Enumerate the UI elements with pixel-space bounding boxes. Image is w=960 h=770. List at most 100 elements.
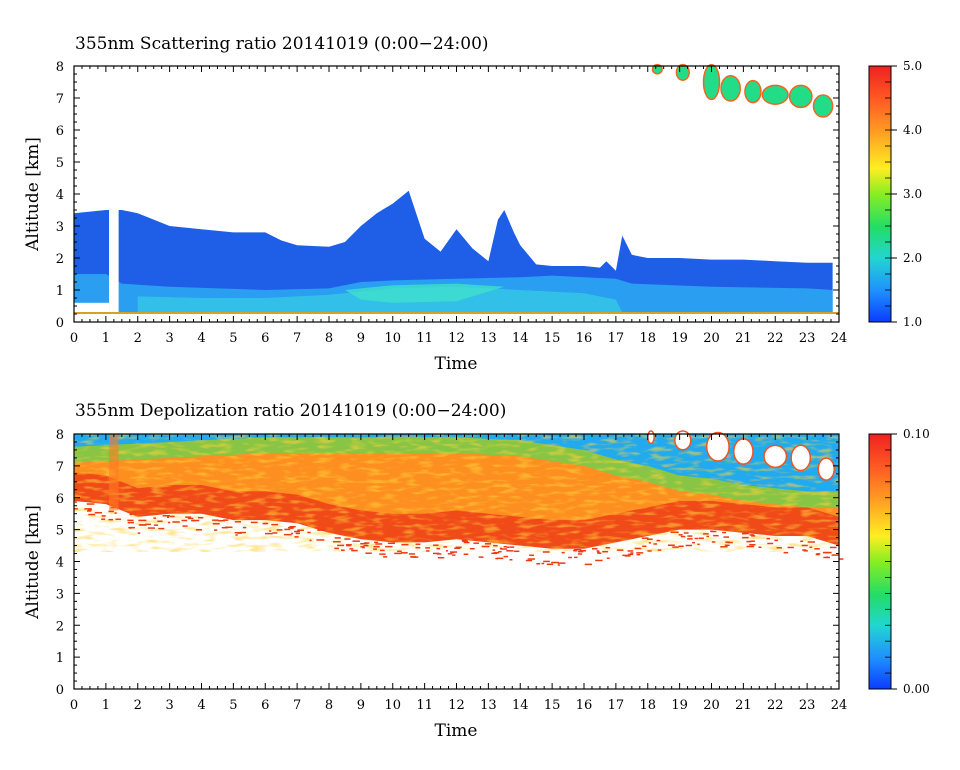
depol-speckle [809, 546, 813, 548]
depol-speckle [509, 546, 515, 548]
depol-speckle [801, 544, 808, 547]
y-tick-label: 2 [56, 619, 64, 634]
depol-speckle [584, 563, 593, 566]
depol-speckle [360, 546, 365, 548]
depol-speckle [137, 532, 141, 534]
depol-speckle [182, 525, 188, 527]
depol-speckle [628, 553, 634, 556]
y-tick-label: 5 [56, 524, 64, 539]
depol-speckle [397, 550, 402, 553]
depol-speckle [469, 547, 475, 550]
x-tick-label: 1 [102, 331, 110, 346]
depol-speckle [574, 556, 578, 559]
depol-speckle [493, 552, 500, 554]
depol-speckle [352, 540, 360, 542]
depol-speckle [678, 534, 683, 536]
depol-speckle [158, 527, 165, 530]
depol-speckle [425, 547, 431, 549]
x-tick-label: 20 [703, 331, 720, 346]
y-tick-label: 7 [56, 92, 64, 107]
depolarization-field [74, 430, 844, 566]
cloud-gap [646, 430, 655, 445]
x-tick-label: 22 [767, 698, 784, 713]
x-tick-label: 7 [293, 331, 301, 346]
depol-speckle [345, 544, 352, 546]
y-tick-label: 4 [56, 556, 64, 571]
depol-speckle [687, 535, 693, 537]
y-tick-label: 6 [56, 492, 64, 507]
depol-speckle [452, 554, 456, 556]
depol-speckle [410, 556, 416, 558]
depol-speckle [436, 553, 442, 555]
depol-speckle [415, 546, 421, 549]
depol-speckle [462, 540, 468, 543]
depol-speckle [153, 517, 157, 519]
depol-speckle [221, 526, 229, 529]
depol-speckle [685, 544, 693, 547]
x-tick-label: 8 [325, 698, 333, 713]
x-tick-label: 0 [70, 331, 78, 346]
depol-speckle [373, 548, 378, 550]
boundary-layer-max [344, 283, 505, 303]
depol-speckle [683, 532, 689, 534]
y-tick-label: 8 [56, 60, 64, 75]
x-tick-label: 2 [134, 331, 142, 346]
depol-speckle [379, 553, 386, 555]
depol-speckle [153, 524, 159, 526]
cirrus-cloud [744, 79, 762, 104]
depol-speckle [455, 546, 462, 549]
depol-speckle [541, 562, 545, 565]
cirrus-cloud [761, 84, 789, 105]
depol-speckle [271, 523, 279, 526]
cirrus-cloud [720, 75, 741, 102]
x-axis: 0 1 2 3 4 5 6 7 8 9 10 11 12 13 14 15 16 17 18 19 20 21 22 23 24 [70, 66, 847, 346]
depol-speckle [706, 535, 709, 538]
depol-speckle [87, 508, 92, 511]
depol-speckle [725, 541, 730, 543]
depol-speckle [262, 522, 268, 525]
depol-speckle [506, 546, 510, 549]
depol-speckle [783, 551, 789, 554]
depol-speckle [408, 553, 416, 555]
y-tick-label: 0 [56, 316, 64, 331]
depol-speckle [162, 515, 170, 517]
depol-speckle [678, 545, 684, 548]
x-tick-label: 6 [261, 331, 269, 346]
depol-speckle [829, 546, 837, 549]
depol-speckle [513, 550, 520, 553]
depol-speckle [167, 521, 171, 524]
colorbar-tick-label: 4.0 [903, 123, 922, 137]
depol-speckle [746, 540, 752, 543]
depol-speckle [616, 549, 624, 551]
depol-speckle [741, 532, 746, 535]
y-axis: 0 1 2 3 4 5 6 7 8 [56, 428, 839, 698]
depol-speckle [218, 519, 225, 522]
depol-speckle [385, 545, 393, 548]
depol-speckle [484, 543, 492, 545]
depol-speckle [503, 555, 509, 558]
depol-speckle [825, 556, 828, 559]
depol-speckle [634, 547, 642, 550]
depol-speckle [234, 521, 242, 523]
depol-speckle [597, 551, 600, 553]
depol-speckle [463, 541, 470, 544]
depol-speckle [656, 539, 661, 542]
depol-speckle [622, 554, 629, 557]
depol-speckle [636, 553, 641, 556]
depol-speckle [647, 550, 652, 552]
x-tick-label: 8 [325, 331, 333, 346]
depol-speckle [543, 560, 550, 563]
depol-speckle [503, 545, 507, 548]
depol-speckle [433, 544, 439, 546]
x-tick-label: 10 [384, 331, 401, 346]
depol-speckle [197, 516, 204, 519]
depol-speckle [401, 552, 408, 554]
x-axis: 0 1 2 3 4 5 6 7 8 9 10 11 12 13 14 15 16 17 18 19 20 21 22 23 24 [70, 434, 847, 713]
depol-speckle [86, 503, 95, 505]
x-tick-label: 18 [639, 698, 656, 713]
colorbar-tick-label: 3.0 [903, 187, 922, 201]
x-tick-label: 17 [608, 698, 625, 713]
y-tick-label: 8 [56, 428, 64, 443]
depol-speckle [351, 549, 358, 552]
depol-speckle [415, 543, 421, 545]
